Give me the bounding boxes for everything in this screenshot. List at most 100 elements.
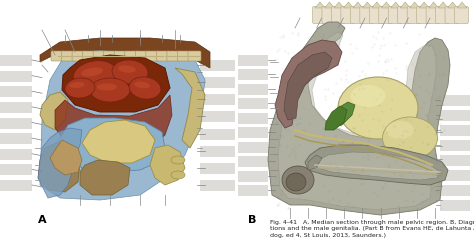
FancyBboxPatch shape	[455, 6, 468, 24]
FancyBboxPatch shape	[440, 185, 470, 196]
Ellipse shape	[338, 77, 418, 139]
FancyBboxPatch shape	[125, 51, 138, 61]
Text: A: A	[38, 215, 46, 225]
Polygon shape	[428, 2, 438, 8]
FancyBboxPatch shape	[200, 94, 235, 105]
FancyBboxPatch shape	[322, 6, 336, 24]
Ellipse shape	[350, 85, 385, 107]
Ellipse shape	[383, 117, 438, 159]
FancyBboxPatch shape	[238, 127, 268, 138]
FancyBboxPatch shape	[238, 185, 268, 196]
FancyBboxPatch shape	[238, 142, 268, 153]
FancyBboxPatch shape	[0, 102, 32, 113]
Ellipse shape	[118, 65, 136, 73]
FancyBboxPatch shape	[436, 6, 449, 24]
FancyBboxPatch shape	[135, 51, 148, 61]
Polygon shape	[391, 2, 401, 8]
Ellipse shape	[81, 68, 103, 76]
FancyBboxPatch shape	[0, 86, 32, 97]
FancyBboxPatch shape	[146, 51, 159, 61]
Polygon shape	[305, 145, 448, 185]
Polygon shape	[325, 2, 335, 8]
FancyBboxPatch shape	[156, 51, 169, 61]
FancyBboxPatch shape	[238, 84, 268, 95]
Polygon shape	[284, 52, 332, 120]
Polygon shape	[334, 2, 344, 8]
Polygon shape	[343, 2, 354, 8]
FancyBboxPatch shape	[238, 156, 268, 167]
FancyBboxPatch shape	[200, 60, 235, 71]
FancyBboxPatch shape	[407, 6, 421, 24]
FancyBboxPatch shape	[0, 149, 32, 160]
Polygon shape	[175, 68, 205, 148]
Polygon shape	[50, 140, 82, 175]
FancyBboxPatch shape	[93, 51, 106, 61]
FancyBboxPatch shape	[426, 6, 440, 24]
FancyBboxPatch shape	[114, 51, 127, 61]
FancyBboxPatch shape	[51, 51, 64, 61]
Ellipse shape	[134, 82, 150, 88]
FancyBboxPatch shape	[200, 77, 235, 88]
FancyBboxPatch shape	[72, 51, 85, 61]
Ellipse shape	[171, 156, 185, 164]
Ellipse shape	[171, 171, 185, 179]
FancyBboxPatch shape	[82, 51, 96, 61]
Polygon shape	[38, 142, 80, 192]
FancyBboxPatch shape	[331, 6, 346, 24]
FancyBboxPatch shape	[445, 6, 459, 24]
FancyBboxPatch shape	[167, 51, 180, 61]
FancyBboxPatch shape	[440, 140, 470, 151]
Polygon shape	[330, 102, 355, 128]
Polygon shape	[381, 2, 391, 8]
FancyBboxPatch shape	[0, 133, 32, 144]
Polygon shape	[40, 92, 68, 130]
Polygon shape	[410, 2, 419, 8]
FancyBboxPatch shape	[360, 6, 374, 24]
Ellipse shape	[282, 166, 314, 194]
Polygon shape	[362, 2, 373, 8]
FancyBboxPatch shape	[312, 6, 327, 24]
Polygon shape	[315, 2, 325, 8]
Polygon shape	[82, 120, 155, 163]
FancyBboxPatch shape	[440, 155, 470, 166]
FancyBboxPatch shape	[188, 51, 201, 61]
Polygon shape	[58, 118, 165, 172]
Polygon shape	[308, 155, 322, 170]
FancyBboxPatch shape	[0, 118, 32, 128]
FancyBboxPatch shape	[440, 200, 470, 211]
FancyBboxPatch shape	[238, 70, 268, 80]
Polygon shape	[55, 95, 172, 158]
Polygon shape	[400, 2, 410, 8]
FancyBboxPatch shape	[0, 55, 32, 66]
FancyBboxPatch shape	[200, 180, 235, 191]
Polygon shape	[419, 2, 429, 8]
FancyBboxPatch shape	[238, 170, 268, 181]
Ellipse shape	[286, 173, 306, 191]
Polygon shape	[457, 2, 467, 8]
FancyBboxPatch shape	[177, 51, 191, 61]
FancyBboxPatch shape	[440, 125, 470, 136]
Ellipse shape	[386, 121, 414, 139]
FancyBboxPatch shape	[200, 112, 235, 122]
FancyBboxPatch shape	[0, 70, 32, 82]
Polygon shape	[150, 145, 185, 185]
Polygon shape	[62, 55, 170, 112]
FancyBboxPatch shape	[0, 164, 32, 175]
FancyBboxPatch shape	[0, 180, 32, 191]
Text: B: B	[248, 215, 256, 225]
Polygon shape	[40, 42, 205, 200]
FancyBboxPatch shape	[200, 128, 235, 140]
FancyBboxPatch shape	[398, 6, 412, 24]
Polygon shape	[315, 152, 440, 180]
FancyBboxPatch shape	[200, 163, 235, 174]
Polygon shape	[438, 2, 448, 8]
FancyBboxPatch shape	[341, 6, 355, 24]
FancyBboxPatch shape	[62, 51, 74, 61]
FancyBboxPatch shape	[350, 6, 365, 24]
FancyBboxPatch shape	[440, 170, 470, 181]
Polygon shape	[372, 2, 382, 8]
Polygon shape	[447, 2, 457, 8]
Polygon shape	[38, 128, 82, 198]
FancyBboxPatch shape	[238, 98, 268, 109]
Polygon shape	[275, 40, 342, 128]
